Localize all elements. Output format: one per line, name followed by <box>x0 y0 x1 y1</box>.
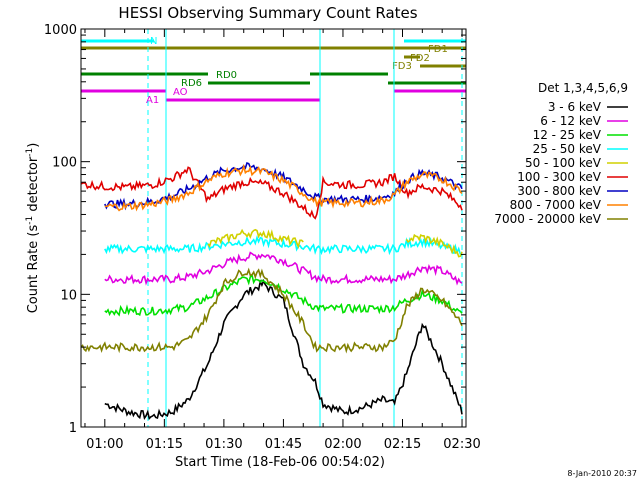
chart-title: HESSI Observing Summary Count Rates <box>118 4 417 22</box>
series-line-7 <box>104 163 463 212</box>
flag-label-fd2: FD2 <box>410 53 430 64</box>
y-tick-label: 1000 <box>44 23 77 38</box>
legend-item-label: 100 - 300 keV <box>517 170 601 184</box>
legend-item-label: 50 - 100 keV <box>525 156 602 170</box>
y-tick-label: 100 <box>52 156 77 171</box>
y-label-sup-2: -1 <box>25 148 35 157</box>
series-line-8 <box>80 267 463 354</box>
flag-label-a1: A1 <box>146 95 159 106</box>
flag-label-fd3: FD3 <box>392 61 412 72</box>
x-tick-label: 02:30 <box>443 437 480 452</box>
flag-label-rd6: RD6 <box>181 78 202 89</box>
legend-item-label: 25 - 50 keV <box>533 142 602 156</box>
flag-label-n: N <box>150 36 157 47</box>
x-tick-label: 01:45 <box>265 437 302 452</box>
legend-item-label: 3 - 6 keV <box>548 100 602 114</box>
timestamp: 8-Jan-2010 20:37 <box>567 469 637 478</box>
legend-item-label: 6 - 12 keV <box>540 114 602 128</box>
x-tick-label: 02:15 <box>384 437 421 452</box>
y-tick-label: 1 <box>69 421 77 436</box>
legend-item-label: 800 - 7000 keV <box>510 198 602 212</box>
y-label-mid: detector <box>26 156 41 216</box>
y-tick-label: 10 <box>60 288 77 303</box>
x-tick-label: 01:00 <box>86 437 123 452</box>
y-label-end: ) <box>26 143 41 148</box>
legend-item-label: 7000 - 20000 keV <box>494 212 601 226</box>
series-line-3 <box>104 235 463 257</box>
x-tick-label: 01:30 <box>205 437 242 452</box>
series-line-0 <box>104 278 463 420</box>
x-axis-label: Start Time (18-Feb-06 00:54:02) <box>175 455 385 470</box>
x-tick-label: 01:15 <box>146 437 183 452</box>
plot-series <box>80 161 463 420</box>
y-axis-label: Count Rate (s-1 detector-1) <box>25 143 41 314</box>
legend-item-label: 300 - 800 keV <box>517 184 601 198</box>
x-axis-ticks: 01:00 01:15 01:30 01:45 02:00 02:15 02:30 <box>84 29 481 452</box>
series-line-4 <box>207 228 463 258</box>
legend-item-label: 12 - 25 keV <box>533 128 602 142</box>
y-label-sup-1: -1 <box>25 216 35 225</box>
series-line-1 <box>104 251 463 286</box>
flag-label-fd1: FD1 <box>428 44 448 55</box>
x-tick-label: 02:00 <box>324 437 361 452</box>
flag-label-ao: AO <box>173 87 188 98</box>
legend-title: Det 1,3,4,5,6,9 <box>538 81 628 95</box>
y-axis-ticks: 1 10 100 1000 <box>44 23 466 436</box>
series-line-5 <box>80 166 463 220</box>
flag-label-rd0: RD0 <box>216 70 237 81</box>
plot-frame <box>80 28 467 428</box>
y-label-main: Count Rate (s <box>26 225 41 314</box>
